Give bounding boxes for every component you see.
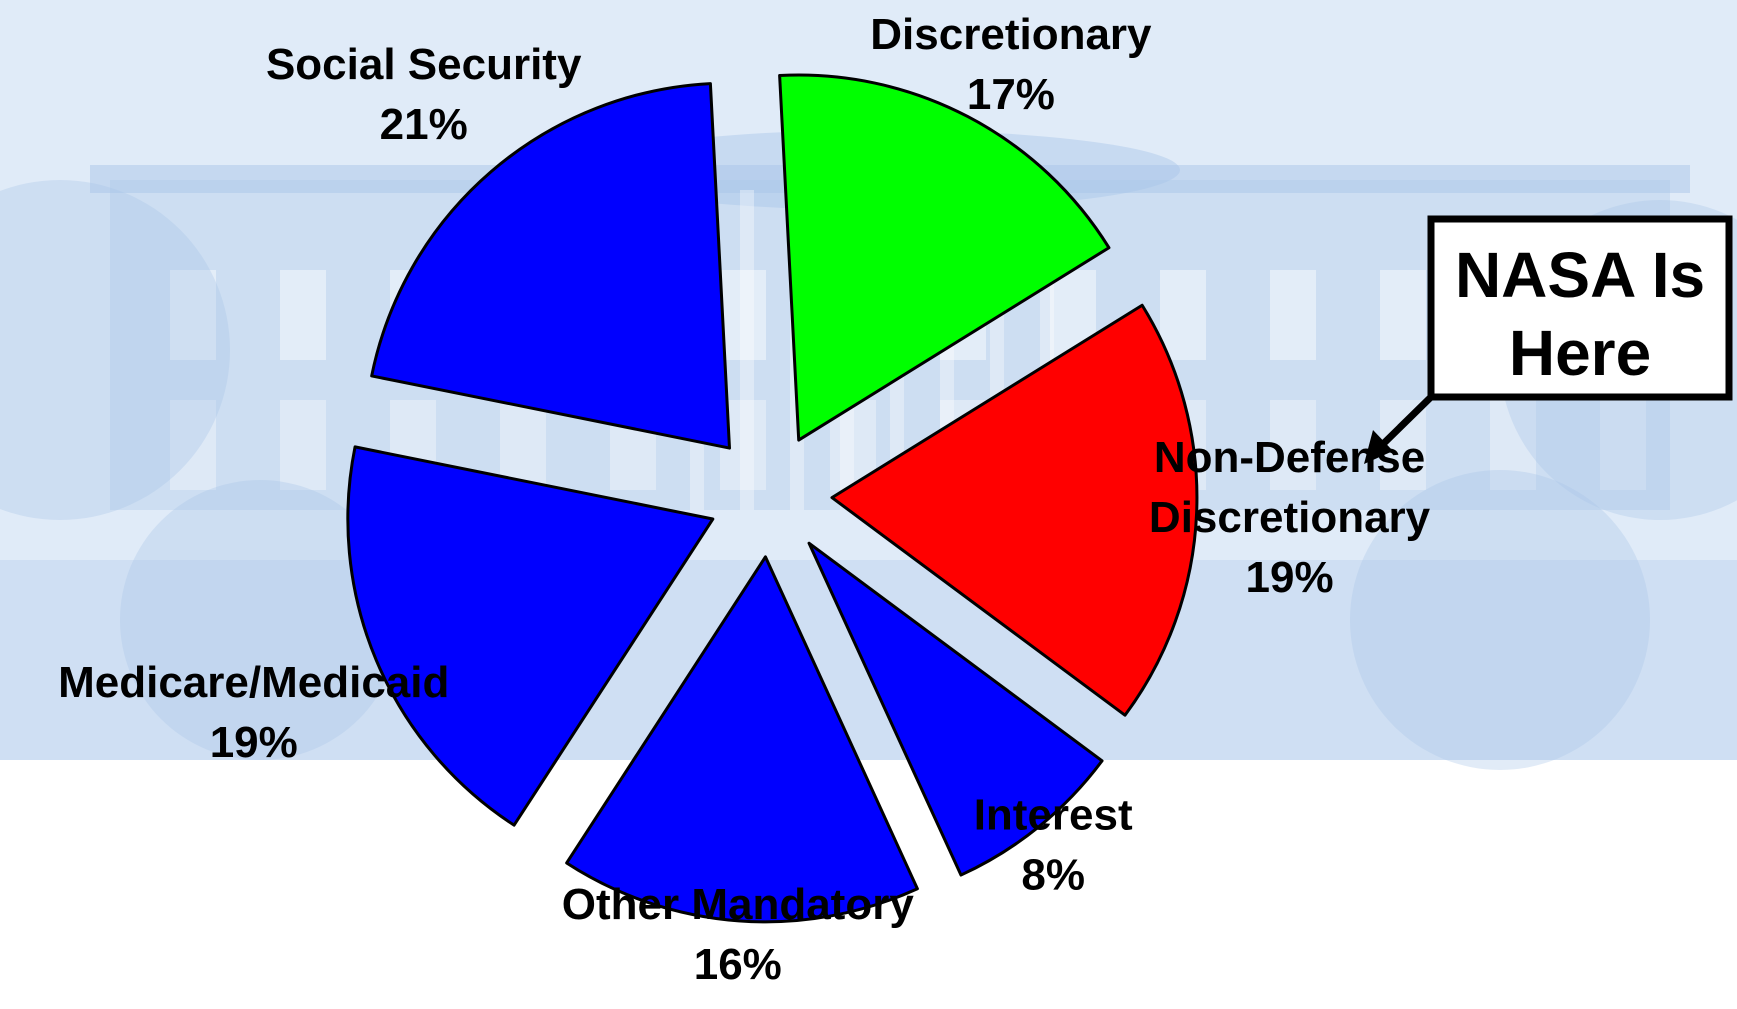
slice-percent: 19%: [1246, 553, 1334, 602]
slice-label-group: Other Mandatory 16%: [562, 880, 915, 989]
slice-percent: 8%: [1021, 851, 1085, 900]
slice-percent: 17%: [967, 70, 1055, 119]
slice-label: Other Mandatory: [562, 880, 915, 929]
slice-label: Discretionary: [870, 10, 1152, 59]
slice-percent: 21%: [380, 100, 468, 149]
callout-line-1: NASA Is: [1455, 239, 1705, 311]
slice-label: Social Security: [266, 40, 582, 89]
slice-label-group: Social Security 21%: [266, 40, 582, 149]
nasa-callout: NASA Is Here: [1364, 219, 1729, 464]
callout-line-2: Here: [1509, 317, 1651, 389]
slice-label: Discretionary: [1149, 493, 1431, 542]
slice-percent: 16%: [694, 940, 782, 989]
slice-percent: 19%: [210, 718, 298, 767]
slice-label-group: Medicare/Medicaid 19%: [58, 658, 449, 767]
slice-label: Interest: [974, 791, 1133, 840]
slice-label: Medicare/Medicaid: [58, 658, 449, 707]
